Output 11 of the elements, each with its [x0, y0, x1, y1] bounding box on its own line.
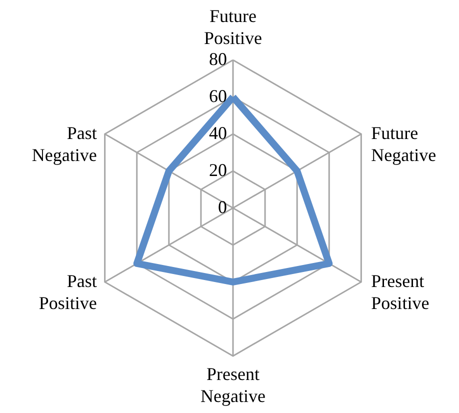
spoke-label: Future Positive	[204, 6, 262, 48]
y-tick-label: 80	[209, 49, 227, 69]
y-tick-label: 0	[218, 197, 227, 217]
y-tick-label: 40	[209, 123, 227, 143]
y-tick-label: 20	[209, 160, 227, 180]
spoke-label: Past Positive	[38, 271, 97, 313]
y-tick-label: 60	[209, 86, 227, 106]
spoke-label: Future Negative	[371, 123, 436, 165]
spoke-label: Present Positive	[371, 271, 430, 313]
spoke-label: Past Negative	[32, 123, 97, 165]
spoke-label: Present Negative	[200, 364, 266, 406]
